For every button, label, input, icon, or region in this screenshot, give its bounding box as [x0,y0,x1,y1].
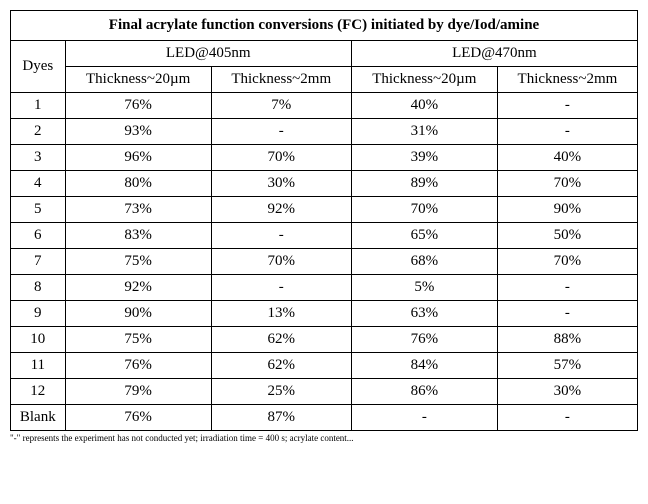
table-row: 683%-65%50% [11,223,638,249]
table-cell: 70% [497,249,637,275]
table-row: 480%30%89%70% [11,171,638,197]
table-cell: 31% [351,119,497,145]
table-cell: 7 [11,249,66,275]
table-cell: - [211,275,351,301]
table-row: 396%70%39%40% [11,145,638,171]
table-cell: 7% [211,93,351,119]
table-cell: - [497,275,637,301]
col-thickness-1: Thickness~20µm [65,67,211,93]
table-cell: 70% [211,249,351,275]
table-footnote: "-" represents the experiment has not co… [10,433,638,443]
col-thickness-2: Thickness~2mm [211,67,351,93]
table-cell: 6 [11,223,66,249]
table-row: 1176%62%84%57% [11,353,638,379]
table-cell: 70% [211,145,351,171]
table-row: 892%-5%- [11,275,638,301]
col-group-led470: LED@470nm [351,41,637,67]
table-cell: 40% [497,145,637,171]
table-cell: 62% [211,327,351,353]
table-row: 1279%25%86%30% [11,379,638,405]
table-cell: 50% [497,223,637,249]
table-cell: 3 [11,145,66,171]
table-cell: 88% [497,327,637,353]
table-row: Blank76%87%-- [11,405,638,431]
table-cell: 5% [351,275,497,301]
conversion-table: Final acrylate function conversions (FC)… [10,10,638,431]
table-cell: 79% [65,379,211,405]
table-cell: 96% [65,145,211,171]
table-cell: - [497,405,637,431]
table-cell: - [211,223,351,249]
table-title: Final acrylate function conversions (FC)… [11,11,638,41]
table-cell: - [497,301,637,327]
table-cell: 83% [65,223,211,249]
table-cell: - [497,119,637,145]
table-row: 573%92%70%90% [11,197,638,223]
table-row: 990%13%63%- [11,301,638,327]
table-cell: 75% [65,249,211,275]
table-cell: 5 [11,197,66,223]
table-cell: 90% [497,197,637,223]
table-cell: 30% [497,379,637,405]
table-cell: 90% [65,301,211,327]
table-cell: 12 [11,379,66,405]
table-cell: - [211,119,351,145]
col-thickness-3: Thickness~20µm [351,67,497,93]
table-cell: 8 [11,275,66,301]
table-cell: 2 [11,119,66,145]
table-row: 176%7%40%- [11,93,638,119]
table-cell: 70% [497,171,637,197]
table-cell: 13% [211,301,351,327]
table-cell: 80% [65,171,211,197]
table-row: 775%70%68%70% [11,249,638,275]
table-cell: 84% [351,353,497,379]
table-cell: 63% [351,301,497,327]
table-cell: 92% [211,197,351,223]
table-cell: - [497,93,637,119]
table-cell: - [351,405,497,431]
table-cell: 92% [65,275,211,301]
col-group-led405: LED@405nm [65,41,351,67]
table-cell: 62% [211,353,351,379]
table-cell: 76% [65,353,211,379]
table-cell: 65% [351,223,497,249]
table-cell: 76% [65,405,211,431]
table-row: 293%-31%- [11,119,638,145]
table-cell: 87% [211,405,351,431]
table-cell: 30% [211,171,351,197]
table-cell: 89% [351,171,497,197]
table-cell: 76% [65,93,211,119]
col-thickness-4: Thickness~2mm [497,67,637,93]
table-cell: 76% [351,327,497,353]
table-cell: 70% [351,197,497,223]
table-cell: 1 [11,93,66,119]
table-cell: 93% [65,119,211,145]
table-cell: 57% [497,353,637,379]
table-cell: 68% [351,249,497,275]
table-cell: 86% [351,379,497,405]
table-cell: 11 [11,353,66,379]
table-cell: 10 [11,327,66,353]
table-cell: 9 [11,301,66,327]
row-header: Dyes [11,41,66,93]
table-cell: 4 [11,171,66,197]
table-cell: 73% [65,197,211,223]
table-cell: 75% [65,327,211,353]
table-cell: 39% [351,145,497,171]
table-cell: 40% [351,93,497,119]
table-cell: 25% [211,379,351,405]
table-row: 1075%62%76%88% [11,327,638,353]
table-cell: Blank [11,405,66,431]
